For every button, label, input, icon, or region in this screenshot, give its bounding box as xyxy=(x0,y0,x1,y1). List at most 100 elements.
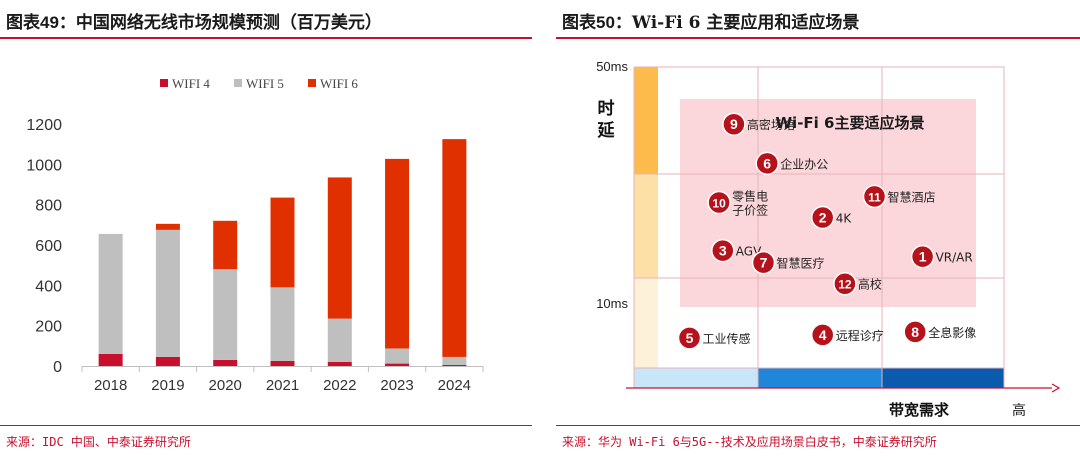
y-tick-label: 1200 xyxy=(26,117,62,134)
bar-wifi-5-2021 xyxy=(270,287,295,361)
scenario-label: 高校 xyxy=(858,277,882,292)
bar-wifi-6-2023 xyxy=(385,158,410,349)
bar-wifi-4-2020 xyxy=(213,359,238,366)
bandwidth-strip xyxy=(634,368,758,388)
scenario-label: 智慧酒店 xyxy=(888,189,936,204)
bar-wifi-4-2021 xyxy=(270,360,295,366)
bandwidth-strip xyxy=(758,368,882,388)
y-tick-label: 400 xyxy=(35,278,62,295)
y-tick-label: 200 xyxy=(35,319,62,336)
scenario-number: 2 xyxy=(819,210,827,226)
scenario-label: 高密场馆 xyxy=(747,117,795,132)
scenario-marker-5 xyxy=(677,326,702,350)
scenario-label: 企业办公 xyxy=(780,156,828,171)
bar-wifi-5-2019 xyxy=(155,229,180,357)
x-tick-label: 2018 xyxy=(94,377,127,394)
bar-wifi-4-2018 xyxy=(98,353,123,366)
scenario-number: 4 xyxy=(819,327,827,343)
scenario-marker-11 xyxy=(862,184,887,209)
scenario-label: 零售电 xyxy=(732,188,768,203)
bar-wifi-5-2024 xyxy=(442,356,467,365)
scenario-label: VR/AR xyxy=(936,251,973,265)
scenario-number: 3 xyxy=(719,243,727,259)
left-figure-title: 图表49：中国网络无线市场规模预测（百万美元） xyxy=(6,13,382,33)
bar-wifi-5-2023 xyxy=(385,348,410,364)
x-tick-label: 2020 xyxy=(209,377,242,394)
bar-wifi-4-2023 xyxy=(385,363,410,366)
bar-wifi-4-2022 xyxy=(327,361,352,366)
bar-wifi-6-2019 xyxy=(155,223,180,230)
y-tick-label: 600 xyxy=(35,238,62,255)
right-figure-title: 图表50：Wi-Fi 6 主要应用和适应场景 xyxy=(562,13,860,33)
scenario-marker-10 xyxy=(707,190,731,215)
scenario-marker-6 xyxy=(755,151,779,176)
right-source-rule xyxy=(556,425,1080,426)
y-tick-label: 10ms xyxy=(596,296,628,311)
scenario-number: 6 xyxy=(763,155,771,171)
left-source: 来源：IDC 中国、中泰证券研究所 xyxy=(6,435,191,449)
legend-label: WIFI 5 xyxy=(246,76,284,91)
right-panel: 图表50：Wi-Fi 6 主要应用和适应场景 50ms 10ms 时延带宽需求 高 Wi… xyxy=(556,0,1080,456)
right-title-rule xyxy=(556,37,1080,39)
left-panel: 图表49：中国网络无线市场规模预测（百万美元） 0 200 400 600 800 100… xyxy=(0,0,532,456)
x-tick-label: 2022 xyxy=(323,377,356,394)
legend-swatch xyxy=(308,79,316,87)
y-tick-label: 0 xyxy=(53,359,62,376)
bar-wifi-4-2019 xyxy=(155,356,180,366)
region-title: Wi-Fi 6主要适应场景 xyxy=(776,114,925,132)
y-tick-label: 1000 xyxy=(26,157,62,174)
bar-wifi-6-2022 xyxy=(327,177,352,319)
bar-wifi-6-2024 xyxy=(442,139,467,357)
scenario-marker-7 xyxy=(751,250,776,275)
scenario-marker-1 xyxy=(910,244,935,269)
scenario-marker-2 xyxy=(810,205,835,230)
scenario-number: 1 xyxy=(919,249,927,265)
scenario-label: 远程诊疗 xyxy=(836,328,884,343)
scenario-marker-8 xyxy=(903,320,927,344)
scenario-number: 11 xyxy=(868,190,881,204)
scenario-marker-9 xyxy=(722,112,746,136)
bar-wifi-5-2022 xyxy=(327,318,352,362)
y-tick-label: 800 xyxy=(35,198,62,215)
x-axis-label: 带宽需求 xyxy=(889,401,950,419)
scenario-label: 全息影像 xyxy=(928,325,976,340)
left-title-rule xyxy=(0,37,532,39)
y-axis-label-char: 延 xyxy=(597,120,616,141)
latency-strip xyxy=(634,67,658,174)
right-source: 来源：华为 Wi-Fi 6与5G--技术及应用场景白皮书，中泰证券研究所 xyxy=(562,435,937,449)
y-axis-label-char: 时 xyxy=(598,99,615,119)
scenario-label: 工业传感 xyxy=(703,331,751,346)
bar-wifi-6-2020 xyxy=(213,220,238,270)
scenario-number: 8 xyxy=(911,324,919,340)
x-axis-arrow-icon xyxy=(1051,383,1061,393)
x-tick-label: 2021 xyxy=(266,377,299,394)
legend-label: WIFI 4 xyxy=(172,76,210,91)
left-source-rule xyxy=(0,425,532,426)
legend-swatch xyxy=(234,79,242,87)
bandwidth-strip xyxy=(882,368,1004,388)
y-tick-label: 50ms xyxy=(596,59,628,74)
scenario-number: 10 xyxy=(712,196,726,210)
bar-chart: 0 200 400 600 800 1000 1200 2018 2019 2020 2021 202… xyxy=(26,76,484,394)
latency-strip xyxy=(634,278,658,368)
scenario-number: 12 xyxy=(838,278,852,292)
scenario-marker-12 xyxy=(833,271,857,296)
scenario-number: 7 xyxy=(760,255,768,271)
scenario-label: 智慧医疗 xyxy=(777,256,825,271)
bar-wifi-4-2024 xyxy=(442,364,467,366)
bar-wifi-6-2021 xyxy=(270,197,295,288)
latency-strip xyxy=(634,174,658,278)
x-tick-label: 2023 xyxy=(380,377,413,394)
scenario-label: 子价签 xyxy=(732,202,768,217)
scenario-marker-4 xyxy=(810,323,835,347)
x-tick-label: 2019 xyxy=(151,377,184,394)
scenario-label: 4K xyxy=(836,212,853,226)
scenario-number: 5 xyxy=(686,330,694,346)
bar-wifi-5-2020 xyxy=(213,269,238,360)
scenario-number: 9 xyxy=(730,116,738,132)
bar-wifi-5-2018 xyxy=(98,233,123,354)
x-tick-label: 2024 xyxy=(438,377,471,394)
scenario-marker-3 xyxy=(711,238,735,263)
legend-label: WIFI 6 xyxy=(320,76,358,91)
